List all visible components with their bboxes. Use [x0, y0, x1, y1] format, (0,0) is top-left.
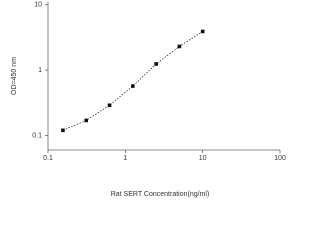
y-tick-label: 10 [34, 2, 42, 9]
chart: Rat SERT Concentration(ng/ml) OD=450 nm … [11, 2, 286, 198]
point [177, 44, 182, 49]
x-tick-label: 1 [123, 155, 127, 162]
y-axis-label: OD=450 nm [11, 57, 18, 95]
fit-line [62, 31, 203, 131]
y-tick-label: 1 [38, 67, 42, 74]
x-tick-label: 10 [199, 155, 207, 162]
y-tick-label: 0.1 [32, 132, 42, 139]
point [84, 118, 89, 123]
point [200, 29, 205, 34]
x-tick-label: 100 [274, 155, 286, 162]
point [61, 128, 65, 133]
x-tick-label: 0.1 [43, 155, 53, 162]
point [154, 62, 158, 66]
page: {"chart_data": {"type": "scatter", "x_la… [10, 1, 286, 198]
x-axis-label: Rat SERT Concentration(ng/ml) [111, 191, 210, 198]
point [107, 103, 112, 108]
point [131, 84, 135, 88]
